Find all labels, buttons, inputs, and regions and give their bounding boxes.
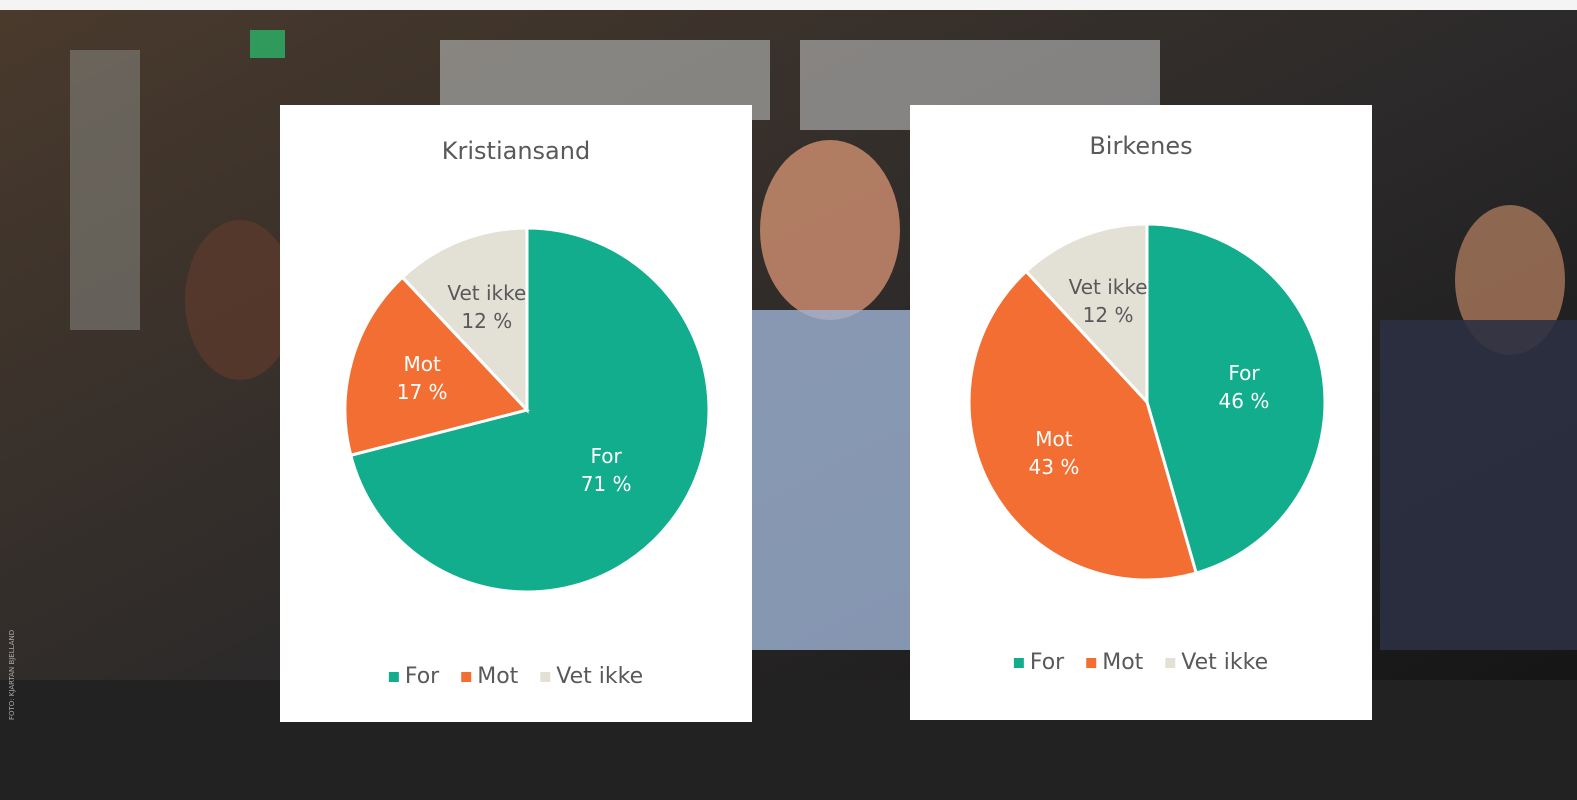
legend-marker <box>388 672 399 682</box>
legend-label: For <box>405 664 440 689</box>
person <box>185 220 295 380</box>
legend-marker <box>540 672 551 682</box>
pie-slice <box>967 269 1199 582</box>
legend-label: Vet ikke <box>1181 650 1268 675</box>
chart-title: Kristiansand <box>442 137 590 165</box>
legend-marker <box>1086 658 1097 668</box>
person <box>750 310 920 650</box>
slice-value-label: 71 % <box>581 472 632 496</box>
chart-title: Birkenes <box>1089 132 1192 160</box>
pie-slice <box>348 226 711 594</box>
pie-slice <box>343 275 530 458</box>
photo-border <box>0 0 1577 10</box>
person <box>1380 320 1577 650</box>
slice-value-label: 17 % <box>397 380 448 404</box>
pie-slice <box>400 226 529 414</box>
slice-category-label: For <box>1228 361 1260 385</box>
slice-value-label: 12 % <box>461 309 512 333</box>
legend-marker <box>461 672 472 682</box>
person <box>760 140 900 320</box>
exit-sign <box>250 30 285 58</box>
slice-value-label: 43 % <box>1029 455 1080 479</box>
legend-label: Vet ikke <box>556 664 643 689</box>
slice-category-label: Vet ikke <box>447 281 526 305</box>
legend-marker <box>1165 658 1176 668</box>
legend-label: Mot <box>1102 650 1143 675</box>
slice-category-label: Mot <box>403 352 440 376</box>
slice-value-label: 12 % <box>1083 303 1134 327</box>
slice-value-label: 46 % <box>1219 389 1270 413</box>
window <box>70 50 140 330</box>
photo-credit: FOTO: KJARTAN BJELLAND <box>8 630 16 720</box>
pie-slice <box>1023 222 1149 406</box>
pie-slice <box>1145 222 1327 575</box>
slice-category-label: For <box>590 444 622 468</box>
slice-category-label: Vet ikke <box>1069 275 1148 299</box>
legend-label: For <box>1030 650 1065 675</box>
person <box>1455 205 1565 355</box>
slice-category-label: Mot <box>1035 427 1072 451</box>
legend-marker <box>1013 658 1024 668</box>
legend-label: Mot <box>477 664 518 689</box>
